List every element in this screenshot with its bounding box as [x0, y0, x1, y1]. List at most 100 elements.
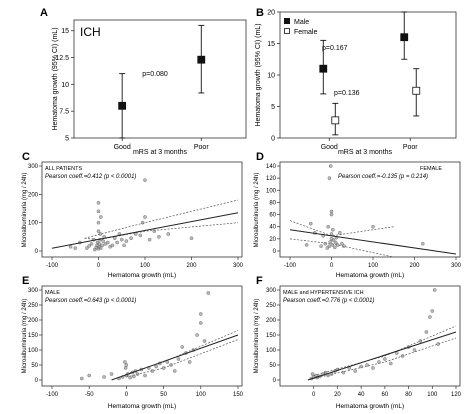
y-tick-label: 300	[28, 288, 39, 294]
y-tick-label: 60	[269, 213, 276, 219]
data-point	[124, 363, 129, 367]
data-point	[122, 243, 126, 248]
ci-lower-line	[313, 337, 457, 379]
mean-marker	[118, 101, 127, 110]
plot-area	[289, 164, 457, 257]
y-tick-label: 7.5	[59, 109, 69, 116]
panel-d-stat: Pearson coeff.=-0.135 (p = 0.214)	[338, 174, 428, 180]
data-point	[112, 236, 117, 241]
panel-e-ylabel: Microalbuminuria (mg / 24h)	[22, 299, 28, 374]
data-point	[157, 235, 161, 239]
fit-line	[307, 331, 457, 381]
panel-d: FEMALE Pearson coeff.=-0.135 (p = 0.214)…	[254, 161, 462, 279]
panel-f: MALE and HYPERTENSIVE ICH Pearson coeff.…	[254, 285, 462, 410]
panel-label-d: D	[256, 151, 264, 163]
x-tick-label: 0	[330, 263, 334, 269]
y-tick-label: 150	[266, 333, 277, 339]
data-point	[328, 240, 333, 244]
data-point	[432, 288, 437, 292]
panel-a-annotation: p=0.080	[142, 71, 168, 78]
data-point	[304, 243, 309, 247]
data-point	[371, 224, 375, 229]
x-tick-label: 120	[451, 392, 462, 398]
x-tick-label: 40	[358, 392, 365, 398]
data-point	[97, 242, 102, 246]
x-tick-label: 200	[409, 263, 420, 269]
x-tick-label: -100	[46, 263, 59, 269]
y-tick-label: 200	[266, 318, 277, 324]
data-point	[87, 244, 91, 248]
data-point	[353, 369, 358, 373]
fit-line	[111, 334, 239, 381]
x-tick-label: 80	[405, 392, 412, 398]
ci-upper-line	[289, 220, 394, 237]
fit-line	[51, 212, 239, 249]
data-point	[342, 244, 346, 248]
panel-a-xlabel: mRS at 3 months	[133, 149, 188, 156]
panel-e-label: MALE	[45, 290, 60, 296]
panel-f-frame	[279, 285, 461, 387]
y-tick-label: 120	[266, 176, 277, 182]
data-point	[326, 224, 330, 229]
data-point	[98, 232, 103, 236]
data-point	[102, 375, 106, 379]
panel-e: MALE Pearson coeff.=0.643 (p < 0.0001) M…	[22, 285, 244, 410]
panel-f-ylabel: Microalbuminuria (mg / 24h)	[254, 299, 260, 374]
legend-male-label: Male	[294, 19, 309, 26]
data-point	[96, 229, 101, 233]
y-tick-label: 100	[28, 221, 39, 227]
data-point	[172, 369, 177, 373]
y-tick-label: 0	[35, 249, 39, 255]
y-tick-label: 80	[269, 200, 276, 206]
ci-lower-line	[84, 222, 239, 241]
x-tick-label: 100	[140, 263, 151, 269]
data-point	[187, 360, 192, 364]
data-point	[335, 243, 340, 247]
data-point	[68, 244, 73, 249]
y-tick-label: 150	[28, 333, 39, 339]
x-tick-label: 0	[312, 392, 316, 398]
data-point	[383, 357, 387, 361]
data-point	[124, 239, 129, 243]
data-point	[110, 243, 115, 248]
mean-marker	[331, 116, 340, 125]
y-tick-label: 20	[269, 237, 276, 243]
panel-f-stat: Pearson coeff.=0.776 (p < 0.0001)	[283, 298, 374, 304]
data-point	[96, 201, 101, 205]
y-tick-label: 50	[31, 363, 38, 369]
x-tick-label: 300	[233, 263, 244, 269]
y-tick-label: 10	[267, 73, 275, 80]
y-tick-label: 15	[61, 28, 69, 35]
data-point	[371, 366, 375, 370]
data-point	[329, 232, 334, 236]
y-tick-label: 50	[269, 363, 276, 369]
y-tick-label: 250	[28, 303, 39, 309]
panel-f-xlabel: Hematoma growth (mL)	[336, 403, 404, 410]
y-tick-label: 200	[28, 318, 39, 324]
data-point	[135, 372, 140, 376]
mean-marker	[400, 33, 409, 42]
panel-d-xlabel: Hematoma growth (mL)	[336, 272, 404, 279]
data-point	[418, 339, 423, 343]
ci-upper-line	[126, 330, 239, 375]
x-tick-label: 60	[382, 392, 389, 398]
x-tick-label: 20	[334, 392, 341, 398]
data-point	[329, 212, 334, 217]
panel-b-annotation-1: p=0.167	[322, 45, 348, 52]
y-tick-label: 100	[28, 348, 39, 354]
x-tick-label: Poor	[403, 144, 418, 151]
y-tick-label: 100	[266, 348, 277, 354]
panel-c-frame	[41, 161, 243, 258]
panel-c-label: ALL PATIENTS	[45, 166, 83, 172]
data-point	[154, 364, 158, 369]
data-point	[323, 241, 328, 246]
data-point	[412, 348, 417, 352]
plot-area	[307, 288, 457, 381]
data-point	[99, 246, 103, 250]
data-point	[79, 376, 84, 381]
x-tick-label: Poor	[194, 144, 209, 151]
x-tick-label: 100	[368, 263, 379, 269]
panel-c-xlabel: Hematoma growth (mL)	[108, 272, 176, 279]
y-tick-label: 20	[267, 10, 275, 17]
y-tick-label: 5	[65, 136, 69, 143]
